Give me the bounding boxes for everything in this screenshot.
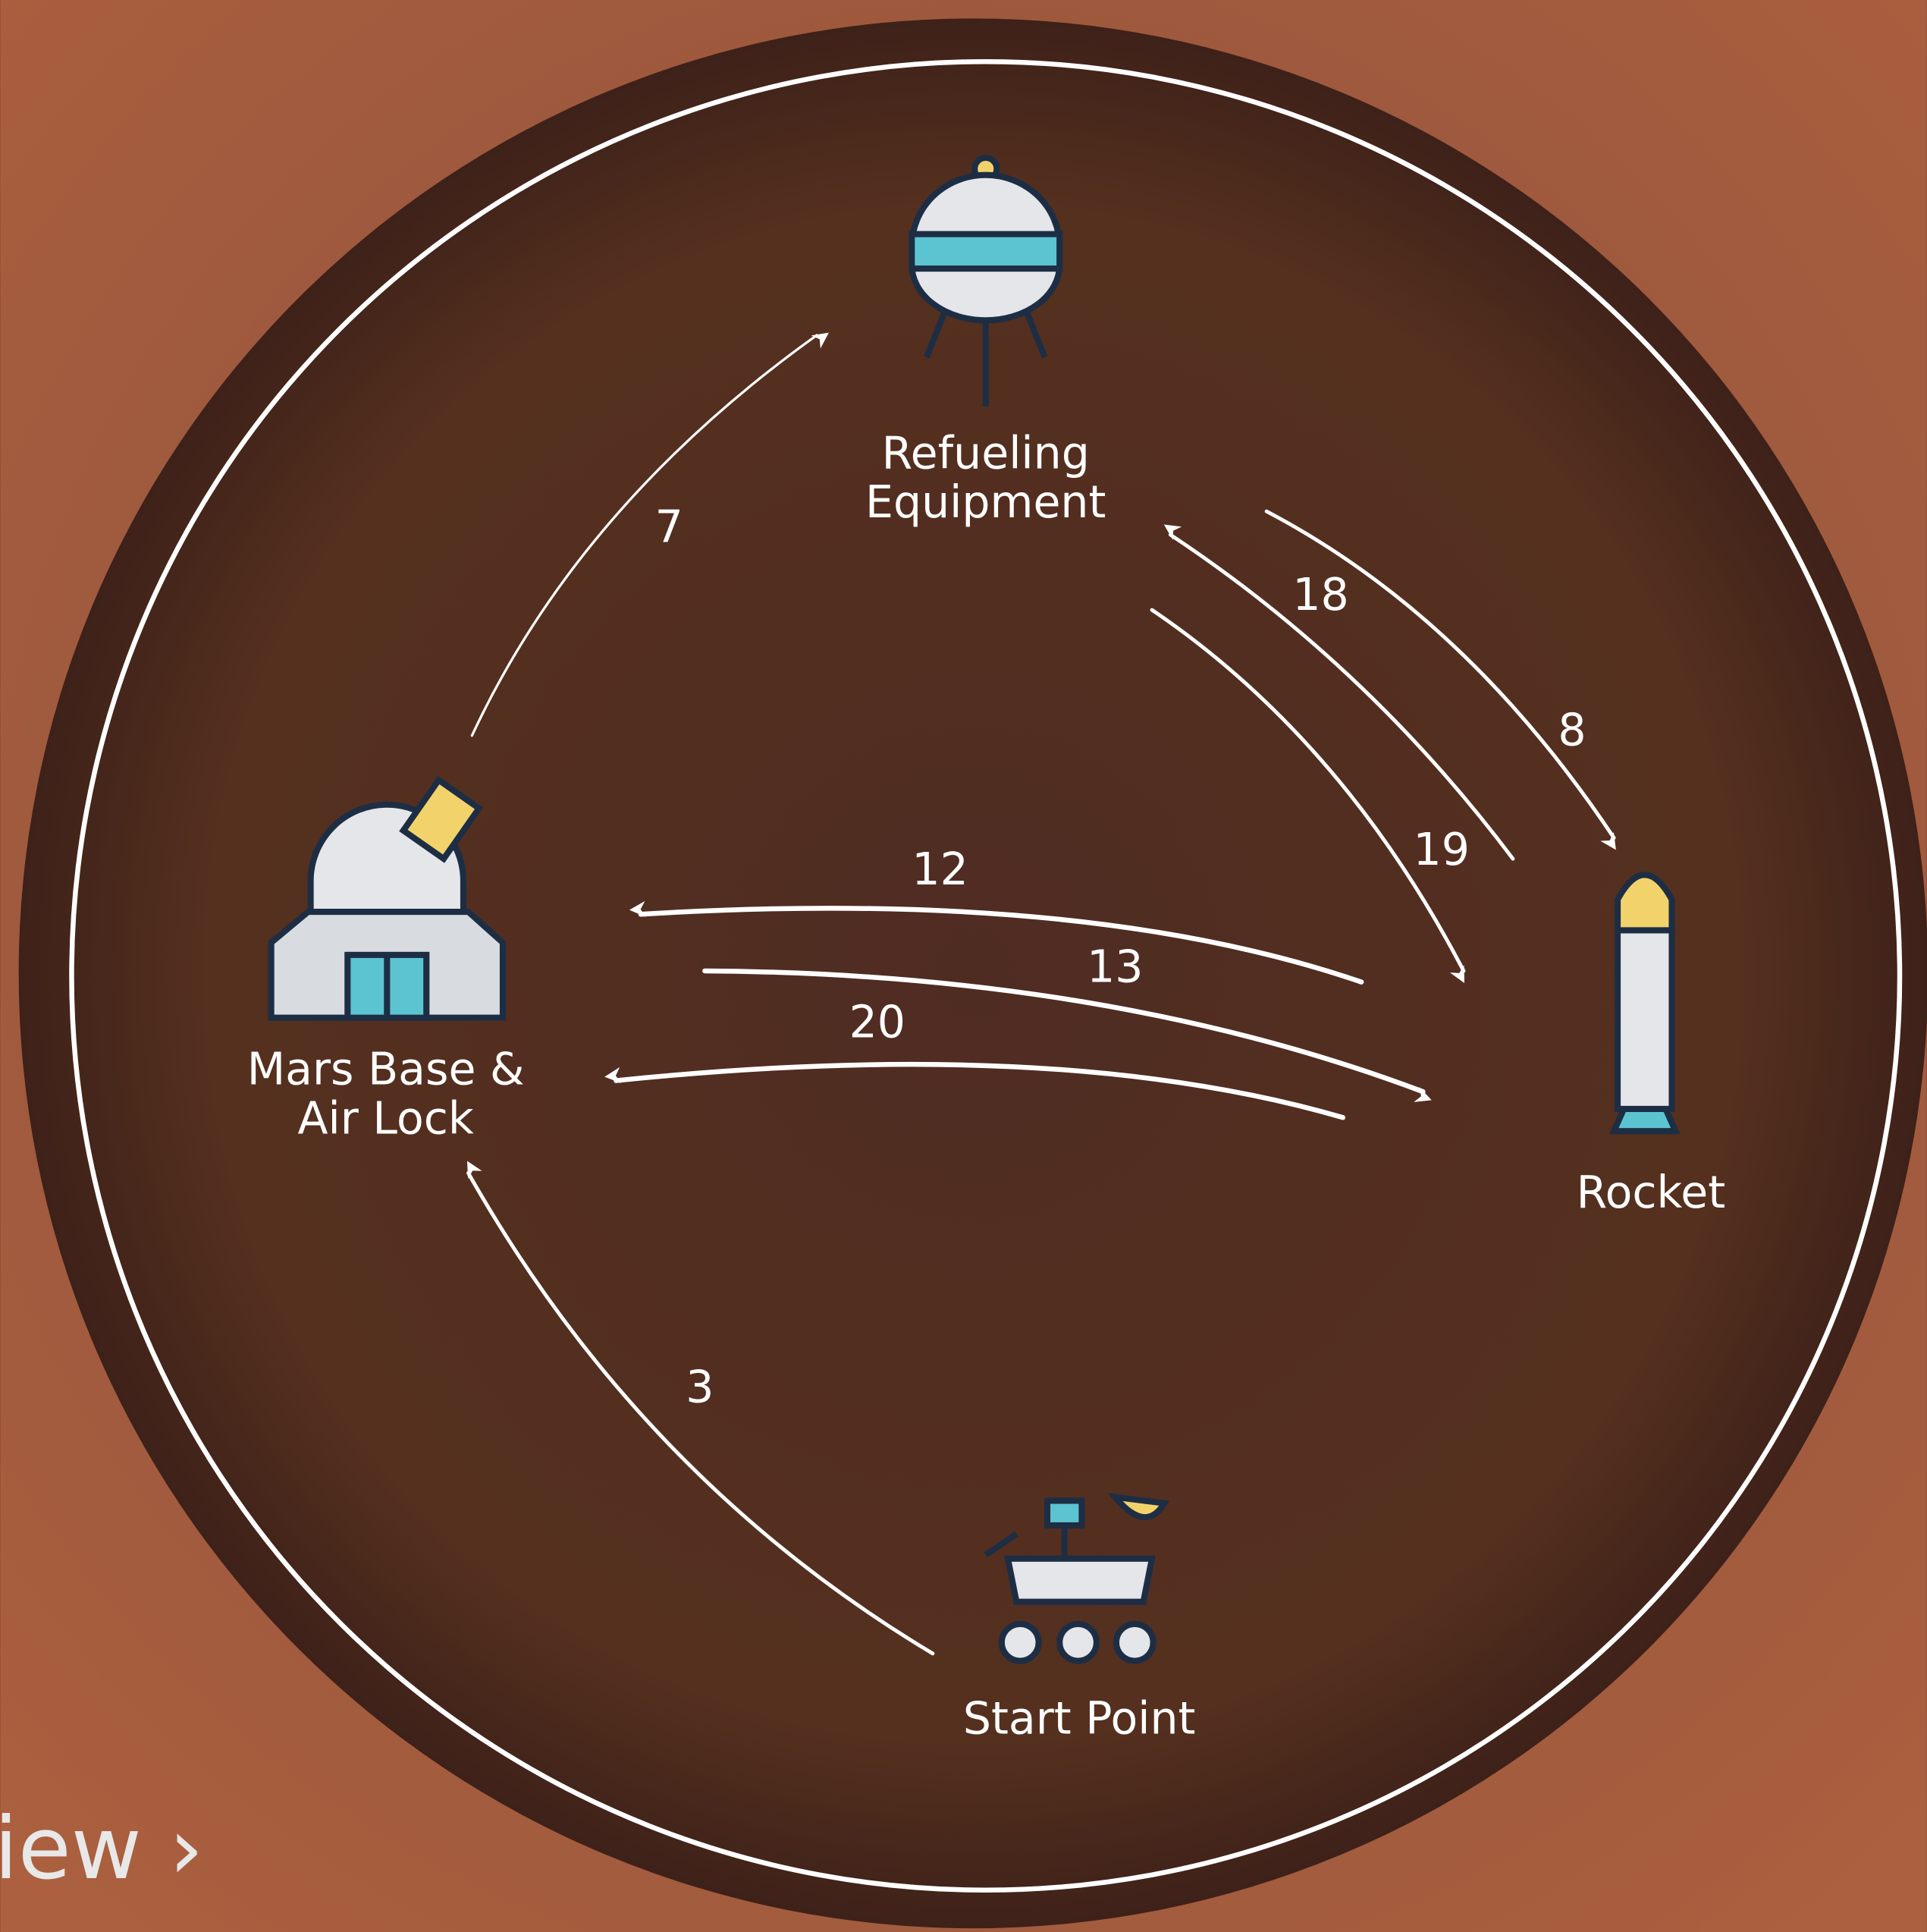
node-label: Start Point (963, 1692, 1196, 1744)
edge-label: 13 (1087, 941, 1143, 992)
node-label: Mars Base & (247, 1043, 525, 1095)
view-link[interactable]: View › (0, 1798, 203, 1899)
rocket-icon (1614, 875, 1675, 1131)
node-label: Equipment (865, 476, 1106, 528)
edge-label: 12 (912, 843, 968, 895)
edge-label: 19 (1414, 824, 1470, 875)
node-label: Rocket (1577, 1167, 1726, 1218)
edge-label: 20 (849, 997, 905, 1048)
diagram: RefuelingEquipment Mars Base &Air Lock Roc… (0, 0, 1927, 1932)
node-label: Air Lock (298, 1092, 474, 1144)
node-label: Refueling (882, 427, 1090, 479)
edge-label: 7 (655, 501, 683, 553)
edge-label: 8 (1558, 705, 1586, 756)
page: {"nodes":[{"label":["Refueling","Equipme… (0, 0, 1927, 1932)
edge-label: 3 (686, 1361, 714, 1412)
edge-label: 18 (1292, 569, 1348, 620)
